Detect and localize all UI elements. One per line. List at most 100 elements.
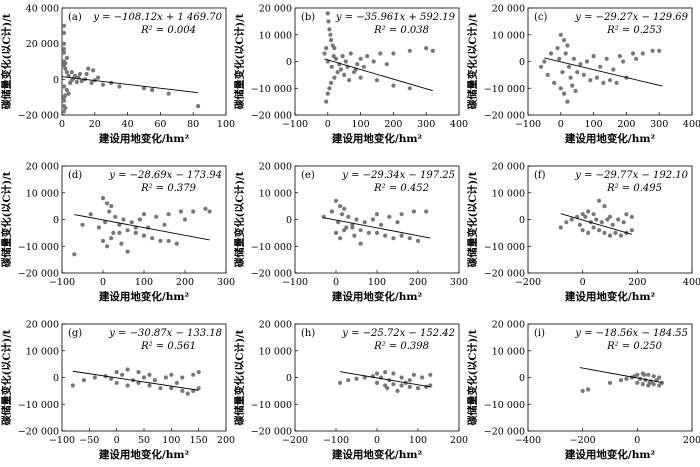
data-point	[374, 230, 380, 235]
data-point	[635, 380, 640, 385]
data-point	[109, 204, 114, 209]
data-point	[119, 241, 124, 246]
data-point	[324, 99, 329, 104]
data-point	[430, 48, 435, 53]
x-tick-label: 100	[585, 119, 603, 130]
data-point	[137, 217, 142, 222]
regression-line	[323, 217, 431, 239]
data-point	[571, 56, 577, 61]
data-point	[322, 51, 327, 56]
data-point	[578, 62, 583, 67]
x-tick-label: 0	[114, 435, 120, 446]
data-point	[630, 51, 636, 56]
data-point	[605, 217, 610, 222]
y-tick-label: −10 000	[18, 400, 59, 411]
x-tick-label: 100	[352, 119, 370, 130]
data-point	[346, 214, 351, 219]
data-point	[399, 212, 404, 217]
y-axis-title: 碳储量变化(以C计)/t	[466, 329, 479, 425]
data-point	[399, 375, 404, 380]
data-point	[597, 228, 602, 233]
data-point	[92, 375, 97, 380]
panel-label: (g)	[68, 328, 82, 339]
data-point	[84, 71, 89, 77]
x-tick-label: −100	[323, 435, 349, 446]
data-point	[340, 54, 345, 59]
data-point	[72, 252, 77, 257]
data-point	[166, 212, 171, 217]
data-point	[107, 209, 112, 214]
x-tick-label: 0	[100, 277, 106, 288]
data-point	[327, 86, 332, 91]
data-point	[565, 99, 570, 104]
y-tick-label: −20 000	[251, 111, 292, 122]
r-squared-label: R² = 0.250	[606, 341, 663, 352]
data-point	[329, 80, 334, 85]
x-tick-label: −200	[570, 435, 596, 446]
y-tick-label: −20 000	[18, 269, 59, 280]
x-tick-label: 80	[187, 119, 199, 130]
data-point	[621, 220, 626, 225]
data-point	[629, 228, 635, 233]
data-point	[325, 11, 330, 16]
r-squared-label: R² = 0.253	[606, 25, 662, 36]
data-point	[125, 383, 130, 388]
data-point	[411, 209, 416, 214]
data-point	[329, 64, 334, 69]
data-point	[616, 217, 621, 222]
data-point	[607, 380, 613, 385]
data-point	[562, 38, 567, 43]
data-point	[338, 204, 343, 209]
data-point	[657, 375, 662, 380]
y-axis-title: 碳储量变化(以C计)/t	[466, 171, 479, 267]
data-point	[584, 59, 590, 64]
panel-label: (c)	[534, 12, 548, 23]
x-tick-label: −100	[515, 119, 541, 130]
data-point	[383, 370, 388, 375]
panel-b: −20 000 −10 000 0 10 000 20 000 −100 0 100 200 30…	[233, 4, 468, 146]
data-point	[415, 386, 421, 391]
data-point	[601, 80, 606, 85]
data-point	[81, 378, 86, 383]
y-tick-label: −10 000	[251, 84, 292, 95]
data-point	[328, 32, 333, 37]
data-point	[333, 230, 339, 235]
data-point	[191, 209, 196, 214]
r-squared-label: R² = 0.398	[373, 341, 429, 352]
data-point	[340, 212, 345, 217]
data-point	[640, 382, 645, 387]
x-tick-label: 100	[368, 277, 386, 288]
y-tick-label: −20 000	[18, 111, 59, 122]
panel-f: −20 000 −10 000 0 10 000 20 000 −200 0 200 400 (f…	[466, 162, 700, 304]
regression-equation: y = −28.69x − 173.94	[108, 170, 222, 181]
r-squared-label: R² = 0.379	[140, 183, 197, 194]
x-tick-label: 300	[417, 119, 435, 130]
data-point	[411, 372, 416, 377]
data-point	[133, 230, 138, 235]
x-tick-label: 200	[450, 435, 468, 446]
data-point	[599, 220, 604, 225]
x-tick-label: 0	[374, 435, 380, 446]
data-point	[566, 64, 572, 69]
data-point	[610, 222, 615, 227]
data-point	[158, 238, 163, 243]
data-point	[580, 228, 585, 233]
data-point	[335, 70, 340, 75]
data-point	[125, 367, 130, 372]
x-tick-label: −100	[49, 277, 75, 288]
data-point	[362, 220, 367, 225]
x-tick-label: 0	[325, 119, 331, 130]
data-point	[604, 56, 609, 61]
data-point	[61, 50, 67, 55]
y-tick-label: 20 000	[26, 162, 59, 173]
data-point	[147, 372, 152, 377]
x-tick-label: 300	[217, 277, 235, 288]
regression-line	[324, 58, 433, 92]
data-point	[370, 217, 375, 222]
y-tick-label: 0	[286, 215, 292, 226]
data-point	[563, 51, 568, 56]
data-point	[185, 391, 190, 396]
x-tick-label: 0	[333, 277, 339, 288]
r-squared-label: R² = 0.561	[140, 341, 196, 352]
